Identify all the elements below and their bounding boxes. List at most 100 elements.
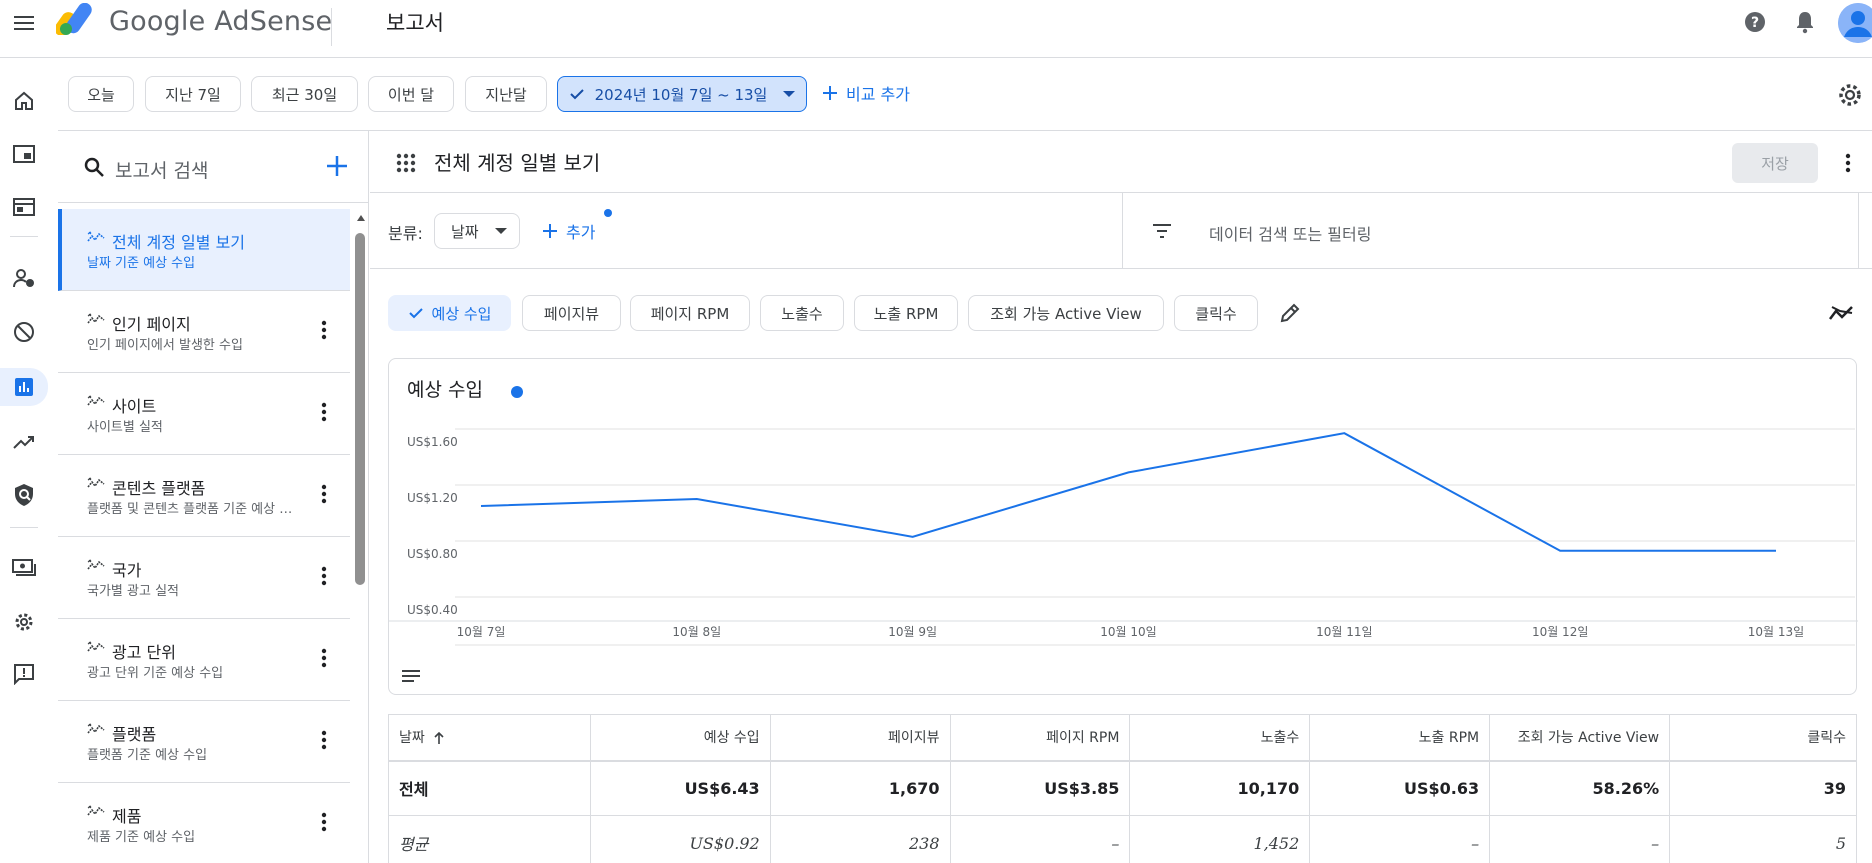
app-logo-text[interactable]: Google AdSense — [109, 6, 333, 37]
home-icon[interactable] — [8, 85, 40, 117]
report-item-title: 플랫폼 — [112, 725, 157, 744]
table-cell: 10,170 — [1129, 760, 1311, 816]
rail-divider — [10, 236, 38, 237]
column-header-estimated-earnings[interactable]: 예상 수입 — [590, 714, 771, 762]
more-vert-icon[interactable] — [312, 646, 336, 670]
sparkline-icon — [87, 559, 105, 570]
column-header-page-rpm[interactable]: 페이지 RPM — [950, 714, 1131, 762]
column-header-impression-rpm[interactable]: 노출 RPM — [1309, 714, 1491, 762]
add-comparison-button[interactable]: 비교 추가 — [822, 81, 910, 105]
sparkline-icon — [87, 477, 105, 488]
more-vert-icon[interactable] — [312, 482, 336, 506]
notifications-icon[interactable] — [1792, 9, 1818, 35]
report-item-top-pages[interactable]: 인기 페이지 인기 페이지에서 발생한 수입 — [58, 291, 350, 373]
metric-chip-clicks[interactable]: 클릭수 — [1174, 295, 1258, 331]
report-item-sites[interactable]: 사이트 사이트별 실적 — [58, 373, 350, 455]
add-breakdown-label: 추가 — [566, 223, 596, 242]
sparkline-icon — [87, 231, 105, 242]
menu-icon[interactable] — [12, 11, 36, 35]
report-item-platforms[interactable]: 플랫폼 플랫폼 기준 예상 수입 — [58, 701, 350, 783]
report-item-subtitle: 국가별 광고 실적 — [87, 584, 179, 599]
more-vert-icon[interactable] — [312, 400, 336, 424]
more-vert-icon[interactable] — [312, 810, 336, 834]
table-cell: US$0.92 — [590, 815, 771, 863]
column-header-pageviews[interactable]: 페이지뷰 — [770, 714, 951, 762]
report-item-subtitle: 광고 단위 기준 예상 수입 — [87, 666, 224, 681]
chart-toggle-icon[interactable] — [1828, 301, 1854, 325]
report-item-subtitle: 제품 기준 예상 수입 — [87, 830, 196, 845]
sites-icon[interactable] — [8, 191, 40, 223]
table-row-total: 전체 US$6.43 1,670 US$3.85 10,170 US$0.63 … — [388, 760, 1857, 816]
metric-chip-active-view[interactable]: 조회 가능 Active View — [968, 295, 1164, 331]
more-vert-icon[interactable] — [312, 728, 336, 752]
metric-chip-page-rpm[interactable]: 페이지 RPM — [630, 295, 750, 331]
filter-input[interactable]: 데이터 검색 또는 필터링 — [1209, 225, 1372, 244]
settings-icon[interactable] — [8, 606, 40, 638]
apps-grid-icon[interactable] — [396, 153, 416, 173]
policy-center-icon[interactable] — [8, 479, 40, 511]
blocking-controls-icon[interactable] — [8, 316, 40, 348]
chart-legend-list-icon[interactable] — [400, 668, 422, 686]
save-button[interactable]: 저장 — [1732, 143, 1818, 183]
edit-metrics-icon[interactable] — [1278, 301, 1302, 325]
breakdown-filter-bar: 분류: 날짜 추가 데이터 검색 또는 필터링 — [370, 193, 1872, 269]
metric-chip-impressions[interactable]: 노출수 — [760, 295, 844, 331]
chart-title: 예상 수입 — [407, 379, 483, 401]
reports-icon[interactable] — [0, 368, 48, 406]
add-breakdown-button[interactable]: 추가 — [542, 219, 595, 243]
rail-divider — [10, 527, 38, 528]
date-preset-last-7-days[interactable]: 지난 7일 — [145, 76, 241, 112]
date-preset-today[interactable]: 오늘 — [68, 76, 134, 112]
breakdown-label: 분류: — [388, 224, 423, 243]
search-icon — [84, 157, 104, 177]
date-preset-this-month[interactable]: 이번 달 — [368, 76, 454, 112]
table-cell: 전체 — [388, 760, 591, 816]
report-item-products[interactable]: 제품 제품 기준 예상 수입 — [58, 783, 350, 863]
breakdown-select[interactable]: 날짜 — [434, 213, 520, 249]
privacy-messaging-icon[interactable] — [8, 262, 40, 294]
x-tick-label: 10월 8일 — [672, 625, 721, 639]
ads-icon[interactable] — [8, 138, 40, 170]
metric-chip-impression-rpm[interactable]: 노출 RPM — [854, 295, 958, 331]
metric-chip-pageviews[interactable]: 페이지뷰 — [522, 295, 621, 331]
report-item-countries[interactable]: 국가 국가별 광고 실적 — [58, 537, 350, 619]
filter-icon[interactable] — [1150, 220, 1174, 242]
metric-chip-estimated-earnings[interactable]: 예상 수입 — [388, 295, 511, 331]
column-header-clicks[interactable]: 클릭수 — [1669, 714, 1857, 762]
report-item-title: 전체 계정 일별 보기 — [112, 233, 246, 252]
report-item-content-platforms[interactable]: 콘텐츠 플랫폼 플랫폼 및 콘텐츠 플랫폼 기준 예상 수입 — [58, 455, 350, 537]
column-header-impressions[interactable]: 노출수 — [1129, 714, 1311, 762]
top-app-bar: Google AdSense 보고서 ? — [0, 0, 1872, 58]
column-header-active-view[interactable]: 조회 가능 Active View — [1489, 714, 1671, 762]
sidebar-scroll-thumb[interactable] — [355, 233, 365, 585]
sidebar-scrollbar[interactable] — [353, 203, 369, 863]
table-cell: – — [950, 815, 1131, 863]
date-preset-last-month[interactable]: 지난달 — [465, 76, 547, 112]
report-item-daily-overview[interactable]: 전체 계정 일별 보기 날짜 기준 예상 수입 — [58, 209, 350, 291]
more-vert-icon[interactable] — [312, 318, 336, 342]
add-report-icon[interactable] — [324, 153, 350, 179]
date-preset-last-30-days[interactable]: 최근 30일 — [251, 76, 358, 112]
account-avatar[interactable] — [1838, 3, 1872, 43]
report-search-input[interactable]: 보고서 검색 — [115, 160, 209, 182]
x-tick-label: 10월 12일 — [1532, 625, 1588, 639]
metric-selector: 예상 수입 페이지뷰 페이지 RPM 노출수 노출 RPM 조회 가능 Acti… — [370, 269, 1872, 343]
more-vert-icon[interactable] — [312, 564, 336, 588]
report-search[interactable]: 보고서 검색 — [58, 131, 368, 203]
payments-icon[interactable] — [8, 552, 40, 584]
page-heading: 보고서 — [386, 11, 444, 35]
report-item-ad-units[interactable]: 광고 단위 광고 단위 기준 예상 수입 — [58, 619, 350, 701]
date-range-selector[interactable]: 2024년 10월 7일 ~ 13일 — [557, 76, 807, 112]
report-settings-icon[interactable] — [1837, 82, 1863, 108]
feedback-icon[interactable] — [8, 658, 40, 690]
plus-icon — [823, 86, 837, 100]
column-header-date[interactable]: 날짜 — [388, 714, 591, 762]
more-vert-icon[interactable] — [1836, 151, 1860, 175]
optimization-icon[interactable] — [8, 426, 40, 458]
table-cell: – — [1309, 815, 1491, 863]
y-tick-label: US$1.20 — [407, 491, 458, 505]
report-item-title: 인기 페이지 — [112, 315, 191, 334]
report-item-subtitle: 날짜 기준 예상 수입 — [87, 256, 196, 271]
help-icon[interactable]: ? — [1742, 9, 1768, 35]
chart-legend-dot — [511, 386, 523, 398]
